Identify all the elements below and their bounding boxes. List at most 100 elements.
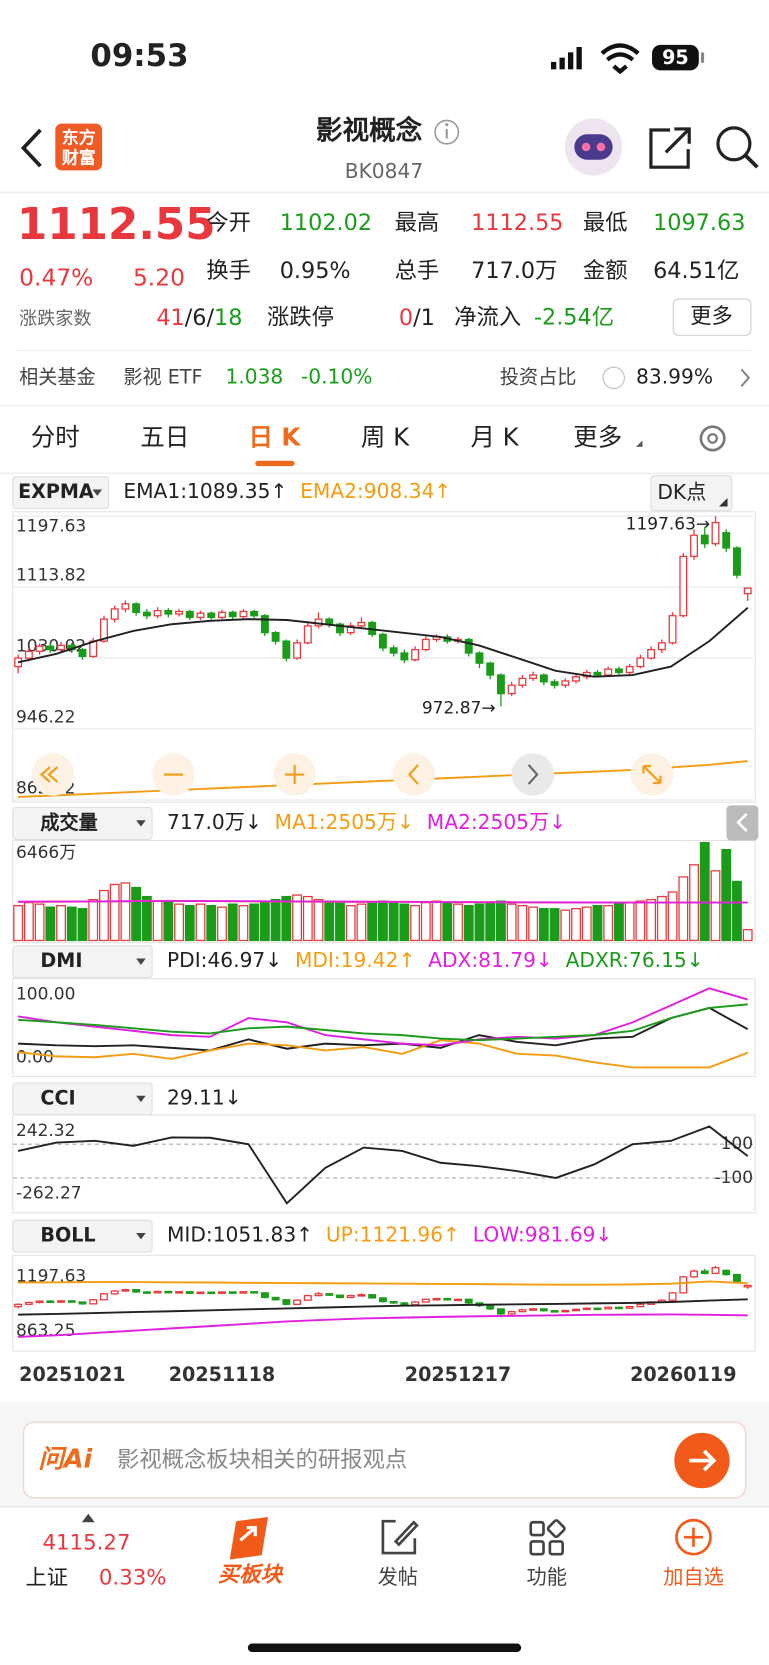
control-button[interactable] [31, 753, 75, 796]
volume-bar [131, 886, 142, 942]
candle-body [46, 1300, 55, 1304]
tab[interactable]: 分时 [31, 422, 80, 451]
indicator-selector[interactable] [12, 945, 153, 979]
app-logo[interactable] [55, 123, 103, 171]
breadth-flat: /6/ [185, 305, 215, 331]
search-button[interactable] [716, 126, 752, 162]
candle-body [668, 615, 677, 644]
candle-body [486, 662, 495, 676]
panel-frame [12, 839, 756, 944]
candle-body [550, 1310, 559, 1313]
candle-body [207, 1291, 216, 1295]
candle-body [24, 1301, 33, 1305]
candle-body [722, 532, 731, 549]
help-icon[interactable] [602, 366, 625, 389]
selector-caret [136, 1095, 146, 1103]
fund-change: -0.10% [301, 364, 372, 388]
candle-body [314, 1293, 323, 1297]
avatar-eye [581, 142, 591, 152]
nav-item[interactable]: 发帖 [378, 1565, 418, 1589]
stat-value: 1112.55 [471, 210, 563, 236]
candle-body [614, 1306, 623, 1310]
share-button[interactable] [649, 127, 691, 169]
candle-body [604, 668, 613, 676]
volume-bar [99, 889, 109, 942]
volume-bar [141, 895, 152, 942]
indicator-selector[interactable] [12, 1219, 153, 1253]
tab[interactable]: 日 K [248, 422, 301, 451]
candle-body [625, 1305, 634, 1309]
nav-item[interactable]: 功能 [527, 1565, 567, 1589]
candle-body [411, 1301, 420, 1306]
volume-bar [646, 898, 657, 942]
indicator-selector[interactable] [12, 1082, 153, 1116]
index-name: 上证 [26, 1566, 69, 1591]
avatar-face [574, 134, 613, 160]
x-tick-label: 20251021 [19, 1363, 125, 1386]
volume-bar [163, 901, 174, 942]
battery-level: 95 [662, 46, 689, 69]
collapse-tab[interactable] [726, 805, 759, 841]
candle-body [518, 677, 527, 686]
volume-bar [699, 841, 710, 942]
tab[interactable]: 周 K [361, 422, 410, 451]
candle-body [196, 1291, 205, 1295]
candle-body [625, 665, 634, 674]
logo-text: 东方 [62, 127, 96, 148]
candle-body [57, 1300, 66, 1303]
divider [17, 350, 751, 352]
control-button[interactable] [511, 753, 555, 796]
info-icon-dot [445, 123, 449, 127]
control-button[interactable] [392, 753, 436, 796]
panel-frame [12, 978, 756, 1078]
indicator-name: EXPMA [18, 480, 94, 503]
chevron [740, 368, 751, 388]
candle-body [668, 1292, 677, 1301]
stat-value: 64.51亿 [653, 258, 739, 284]
candle-body [35, 645, 44, 652]
info-icon[interactable] [434, 119, 460, 145]
candle-body [46, 645, 55, 651]
candle-body [539, 674, 548, 683]
legend-entry: ADX:81.79↓ [428, 948, 553, 972]
candle-body [593, 1307, 602, 1311]
volume-bar [560, 909, 571, 942]
tab[interactable]: 更多 [573, 422, 622, 451]
tab[interactable]: 五日 [140, 422, 189, 451]
change-percent: 0.47% [19, 263, 93, 291]
volume-bar [656, 895, 667, 942]
stat-value: 1097.63 [653, 210, 745, 236]
volume-bar [56, 905, 66, 942]
candle-body [346, 1294, 355, 1299]
breadth-label: 涨跌家数 [19, 308, 91, 329]
dk-mode-button[interactable] [650, 475, 733, 512]
candle-body [325, 618, 334, 625]
nav-item[interactable]: 买板块 [218, 1562, 284, 1587]
legend-entry: MID:1051.83↑ [167, 1223, 313, 1247]
indicator-selector[interactable] [12, 476, 110, 510]
volume-bar [77, 908, 88, 942]
volume-bar [742, 928, 753, 942]
candle-body [24, 650, 33, 659]
tab[interactable]: 月 K [470, 422, 519, 451]
back-button[interactable] [20, 128, 42, 168]
index-value: 4115.27 [43, 1531, 131, 1556]
ratio: 83.99% [636, 364, 713, 388]
candle-body [486, 1305, 495, 1310]
more-button[interactable] [672, 298, 752, 336]
settings-button[interactable] [699, 425, 726, 452]
indicator-line [18, 900, 748, 904]
nav-item[interactable]: 加自选 [663, 1565, 724, 1589]
index-change: 0.33% [99, 1566, 167, 1591]
candle-body [175, 1291, 184, 1294]
volume-bar [152, 900, 163, 942]
candle-body [218, 611, 226, 619]
indicator-line [18, 1006, 749, 1052]
legend-entry: EMA2:908.34↑ [300, 479, 451, 503]
volume-bar [45, 906, 56, 942]
indicator-line [17, 987, 748, 1047]
volume-bar [206, 905, 217, 942]
indicator-selector[interactable] [12, 806, 153, 840]
ai-search-bar[interactable] [22, 1421, 747, 1499]
